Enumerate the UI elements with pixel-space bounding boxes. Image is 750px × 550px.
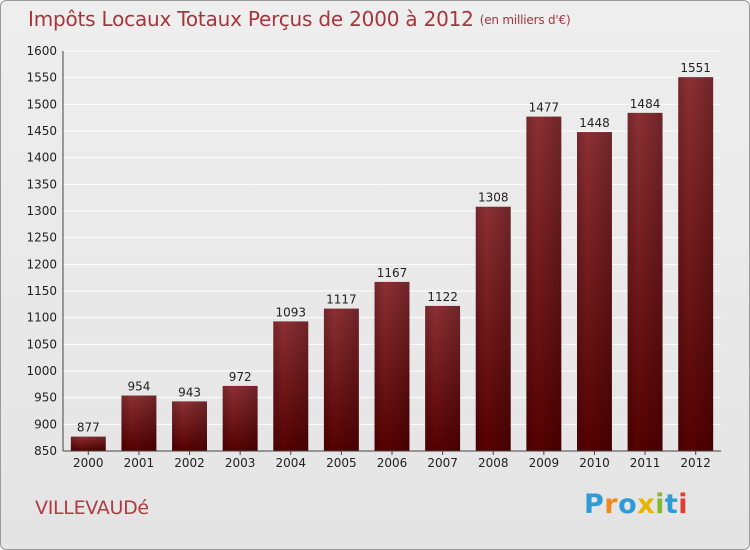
chart-title-unit: (en milliers d'€) — [479, 13, 571, 27]
bar-shade — [70, 436, 106, 451]
bar-layer — [70, 77, 714, 452]
logo-letter: i — [655, 489, 665, 520]
bar-value-label: 877 — [77, 421, 100, 435]
y-tick-label: 1500 — [26, 97, 57, 111]
logo-letter: P — [584, 489, 605, 520]
x-tick-label: 2001 — [124, 456, 155, 470]
y-tick-label: 1250 — [26, 231, 57, 245]
x-tick-label: 2003 — [225, 456, 256, 470]
y-tick-label: 1550 — [26, 71, 57, 85]
bar-value-label: 1551 — [680, 61, 711, 75]
x-tick-label: 2010 — [579, 456, 610, 470]
bar-value-label: 1448 — [579, 116, 610, 130]
logo-letter: r — [604, 489, 619, 520]
chart-title-text: Impôts Locaux Totaux Perçus de 2000 à 20… — [28, 7, 474, 31]
y-tick-label: 850 — [34, 444, 57, 458]
logo-letter: i — [678, 489, 689, 520]
y-tick-label: 1600 — [26, 44, 57, 58]
town-name: VILLEVAUDé — [35, 497, 149, 519]
bar-shade — [627, 112, 663, 451]
bar-shade — [526, 116, 562, 451]
y-tick-label: 1400 — [26, 151, 57, 165]
bar-shade — [273, 321, 309, 451]
x-tick-label: 2002 — [174, 456, 205, 470]
x-tick-label: 2005 — [326, 456, 357, 470]
x-tick-label: 2004 — [275, 456, 306, 470]
bar-value-label: 1122 — [427, 290, 458, 304]
logo-letter: x — [637, 489, 656, 520]
proxiti-logo[interactable]: Proxiti — [584, 489, 688, 520]
x-tick-label: 2007 — [427, 456, 458, 470]
y-tick-label: 900 — [34, 417, 57, 431]
y-tick-label: 1050 — [26, 337, 57, 351]
bar-shade — [576, 132, 612, 452]
bar-value-label: 1117 — [326, 293, 357, 307]
bar-value-label: 954 — [127, 380, 150, 394]
bar-shade — [678, 77, 714, 451]
bar-shade — [323, 308, 359, 451]
bar-value-label: 972 — [229, 370, 252, 384]
bar-shade — [222, 385, 258, 451]
bar-shade — [425, 305, 461, 451]
y-tick-label: 950 — [34, 391, 57, 405]
logo-letter: t — [664, 489, 679, 520]
chart-title: Impôts Locaux Totaux Perçus de 2000 à 20… — [28, 7, 571, 31]
x-tick-label: 2009 — [529, 456, 560, 470]
bar-value-label: 943 — [178, 385, 201, 399]
y-tick-label: 1100 — [26, 311, 57, 325]
x-tick-label: 2012 — [680, 456, 711, 470]
x-tick-label: 2006 — [377, 456, 408, 470]
x-tick-label: 2000 — [73, 456, 104, 470]
bar-shade — [172, 401, 208, 451]
axis-layer: 850 900 950 1000 1050 1100 1150 1200 1250 1300 135… — [26, 44, 721, 470]
bar-shade — [121, 395, 157, 451]
x-tick-label: 2011 — [630, 456, 661, 470]
bar-value-label: 1484 — [630, 97, 661, 111]
bar-value-label: 1308 — [478, 191, 509, 205]
y-tick-label: 1000 — [26, 364, 57, 378]
y-tick-label: 1350 — [26, 177, 57, 191]
logo-letter: o — [618, 489, 638, 520]
bar-value-label: 1477 — [529, 101, 560, 115]
bar-shade — [475, 206, 511, 451]
y-tick-label: 1450 — [26, 124, 57, 138]
bar-value-label: 1093 — [275, 305, 306, 319]
bar-shade — [374, 281, 410, 451]
x-tick-label: 2008 — [478, 456, 509, 470]
y-tick-label: 1300 — [26, 204, 57, 218]
y-tick-label: 1150 — [26, 284, 57, 298]
bar-value-label: 1167 — [377, 266, 408, 280]
y-tick-label: 1200 — [26, 257, 57, 271]
